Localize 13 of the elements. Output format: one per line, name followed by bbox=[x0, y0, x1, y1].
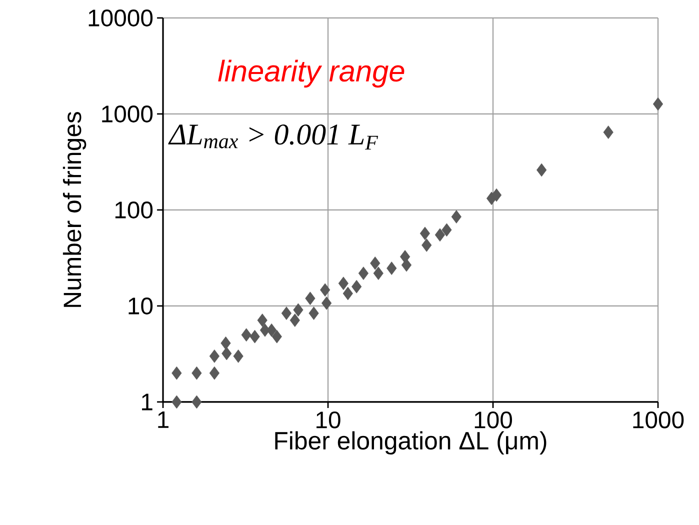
x-tick-label: 100 bbox=[474, 411, 512, 428]
y-tick-label: 1000 bbox=[102, 106, 153, 122]
x-tick-label: 1000 bbox=[633, 411, 684, 428]
x-tick-label: 1 bbox=[158, 411, 168, 428]
y-tick-label: 100 bbox=[115, 202, 153, 218]
y-tick-label: 10 bbox=[128, 298, 153, 314]
x-axis-title: Fiber elongation ΔL (μm) bbox=[275, 431, 546, 454]
annotation: linearity range bbox=[218, 60, 404, 88]
y-tick-label: 10000 bbox=[88, 10, 153, 26]
x-tick-label: 10 bbox=[316, 411, 340, 428]
y-axis-title: Number of fringes bbox=[62, 112, 86, 307]
annotation: ΔL$_{max}$ > 0.001 L$_{F}$ bbox=[168, 124, 378, 150]
y-tick-label: 1 bbox=[142, 394, 152, 410]
